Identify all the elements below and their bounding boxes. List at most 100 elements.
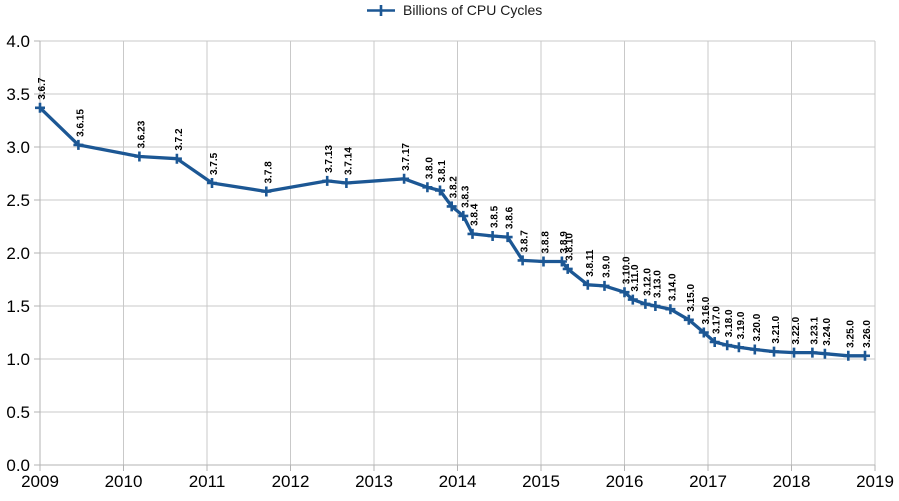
data-point-label: 3.8.10 [565, 233, 576, 261]
data-point-marker [733, 342, 744, 353]
data-point-label: 3.7.13 [324, 145, 335, 173]
legend: Billions of CPU Cycles [366, 2, 542, 18]
y-tick-label: 3.5 [6, 85, 30, 104]
data-point-marker [446, 201, 457, 212]
data-point-marker [341, 178, 352, 188]
data-point-label: 3.9.0 [601, 255, 612, 278]
data-point-label: 3.14.0 [667, 273, 678, 301]
data-point-marker [599, 280, 610, 291]
data-point-marker [709, 337, 720, 347]
data-point-label: 3.6.7 [37, 77, 48, 100]
x-tick-label: 2010 [105, 472, 143, 491]
data-point-label: 3.22.0 [791, 316, 802, 344]
data-point-marker [640, 298, 651, 309]
data-point-marker [860, 350, 870, 361]
data-point-label: 3.7.5 [209, 152, 220, 175]
data-point-label: 3.18.0 [724, 309, 735, 337]
data-point-label: 3.7.8 [263, 161, 274, 184]
x-tick-label: 2015 [522, 472, 560, 491]
x-axis-labels: 2009 2010 2011 2012 2013 2014 2015 2016 2017 2018… [21, 472, 894, 491]
data-point-marker [722, 340, 733, 351]
data-point-labels: 3.6.7 3.6.15 3.6.23 3.7.2 3.7.5 3.7.8 3.7.13 3.… [37, 77, 873, 348]
data-point-label: 3.15.0 [686, 284, 697, 312]
data-point-marker [502, 232, 513, 243]
data-point-marker [807, 347, 818, 358]
y-tick-label: 1.0 [6, 350, 30, 369]
x-tick-label: 2011 [189, 472, 226, 491]
data-point-marker [556, 256, 567, 267]
data-point-marker [467, 228, 478, 239]
x-tick-label: 2017 [689, 472, 727, 491]
data-point-marker [843, 350, 854, 361]
data-point-marker [517, 255, 528, 266]
data-point-label: 3.20.0 [752, 313, 763, 341]
x-tick-label: 2009 [21, 472, 59, 491]
data-point-marker [627, 294, 638, 305]
data-point-marker [422, 182, 433, 193]
data-point-label: 3.7.2 [174, 128, 185, 151]
data-point-marker [35, 102, 45, 113]
y-tick-label: 0.0 [6, 456, 30, 475]
y-tick-label: 4.0 [6, 32, 30, 51]
data-point-label: 3.8.2 [449, 176, 460, 199]
data-point-marker [619, 287, 630, 298]
y-tick-label: 1.5 [6, 297, 30, 316]
data-point-marker [683, 314, 694, 325]
y-tick-label: 0.5 [6, 403, 30, 422]
data-point-label: 3.7.14 [343, 147, 354, 175]
data-point-marker [665, 304, 676, 315]
data-point-label: 3.25.0 [845, 320, 856, 348]
x-tick-label: 2014 [439, 472, 477, 491]
data-point-label: 3.10.0 [622, 256, 633, 284]
data-point-label: 3.11.0 [630, 264, 641, 292]
data-point-label: 3.8.5 [490, 205, 501, 228]
data-point-marker [749, 344, 760, 355]
data-point-label: 3.8.8 [541, 231, 552, 254]
data-point-marker [562, 263, 573, 274]
data-point-markers [35, 102, 870, 361]
x-tick-label: 2018 [773, 472, 811, 491]
data-point-label: 3.6.23 [136, 120, 147, 148]
x-tick-label: 2012 [272, 472, 310, 491]
data-point-marker [134, 151, 145, 162]
data-point-marker [435, 185, 445, 196]
data-point-marker [458, 210, 469, 221]
data-point-label: 3.21.0 [771, 315, 782, 343]
data-point-marker [538, 256, 549, 267]
legend-line-marker-icon [367, 4, 395, 16]
data-point-label: 3.26.0 [862, 320, 873, 348]
data-point-label: 3.6.15 [75, 109, 86, 137]
data-point-marker [487, 231, 498, 241]
data-point-marker [322, 175, 333, 186]
data-point-label: 3.12.0 [642, 268, 653, 296]
data-point-marker [207, 178, 217, 188]
data-point-label: 3.8.4 [470, 203, 481, 226]
y-tick-label: 3.0 [6, 138, 30, 157]
data-point-label: 3.19.0 [736, 311, 747, 339]
data-point-label: 3.13.0 [652, 270, 663, 298]
data-point-label: 3.8.7 [520, 230, 531, 253]
x-tick-label: 2016 [606, 472, 644, 491]
data-point-marker [769, 346, 779, 357]
data-point-marker [789, 347, 799, 358]
y-tick-label: 2.0 [6, 244, 30, 263]
x-tick-label: 2013 [355, 472, 393, 491]
data-point-marker [399, 173, 410, 184]
data-point-label: 3.8.9 [559, 231, 570, 254]
data-point-label: 3.17.0 [712, 306, 723, 334]
axis-ticks [34, 40, 876, 471]
data-point-label: 3.8.11 [585, 249, 596, 277]
data-point-label: 3.23.1 [809, 316, 820, 344]
legend-label: Billions of CPU Cycles [403, 2, 543, 18]
y-axis-labels: 0.0 0.5 1.0 1.5 2.0 2.5 3.0 3.5 4.0 [6, 32, 30, 475]
data-point-label: 3.8.0 [424, 157, 435, 180]
data-point-marker [73, 139, 84, 150]
data-point-marker [650, 301, 661, 311]
data-point-marker [582, 279, 593, 290]
x-tick-label: 2019 [856, 472, 894, 491]
data-point-label: 3.16.0 [701, 296, 712, 324]
data-point-label: 3.8.1 [437, 160, 448, 183]
data-point-marker [261, 186, 272, 197]
